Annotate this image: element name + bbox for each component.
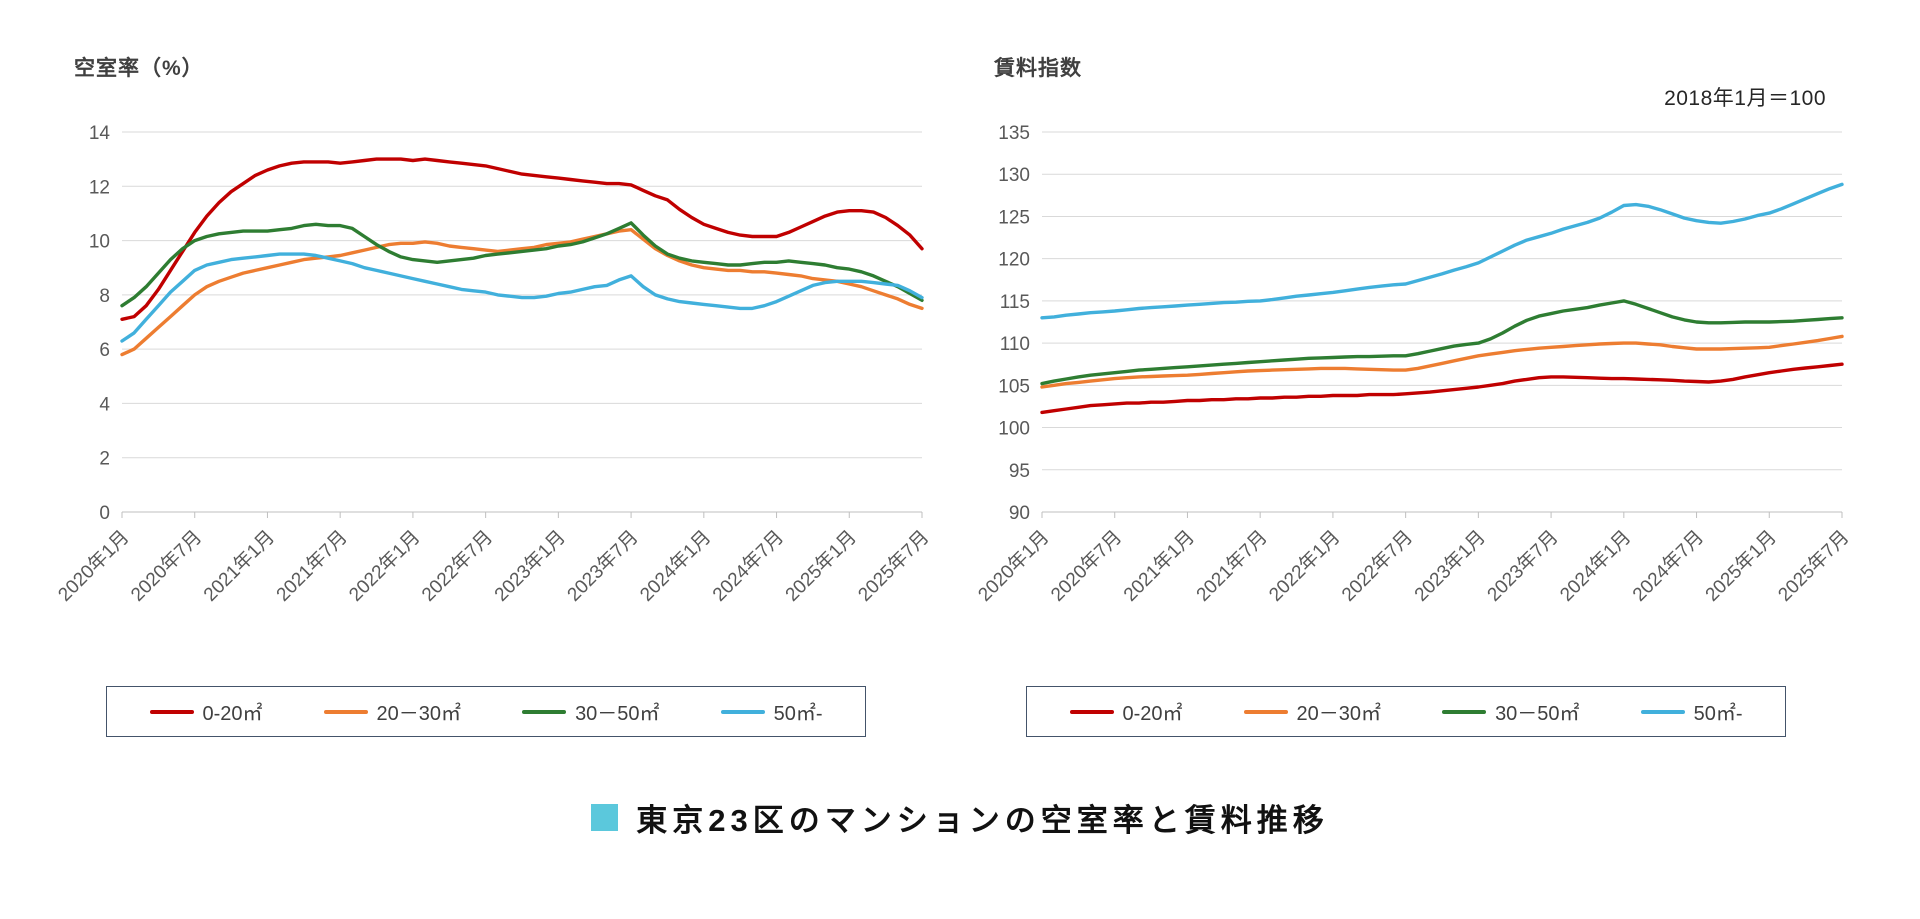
svg-text:105: 105 [998, 376, 1030, 397]
legend-label: 50㎡- [1693, 703, 1743, 725]
svg-text:2020年7月: 2020年7月 [1046, 526, 1126, 606]
svg-text:2021年7月: 2021年7月 [1192, 526, 1272, 606]
svg-text:2020年7月: 2020年7月 [126, 526, 206, 606]
svg-text:8: 8 [99, 286, 110, 307]
svg-text:2024年1月: 2024年1月 [636, 526, 716, 606]
svg-text:95: 95 [1009, 461, 1030, 482]
legend-label: 0-20㎡ [202, 703, 263, 725]
footer-title-row: 東京23区のマンションの空室率と賃料推移 [0, 795, 1920, 840]
vacancy-rate-panel: 空室率（%） 0 2 4 6 8 10 12 14 2020年1月 2020年7月 2021年1月 2… [54, 52, 940, 737]
series-line [120, 221, 924, 308]
legend-line-swatch [1243, 709, 1288, 714]
legend-label: 20－30㎡ [376, 703, 462, 725]
svg-text:2021年1月: 2021年1月 [1119, 526, 1199, 606]
legend-label: 30－50㎡ [575, 703, 660, 725]
legend-line-swatch [149, 709, 194, 714]
svg-text:2024年7月: 2024年7月 [708, 526, 788, 606]
legend-label: 30－50㎡ [1495, 703, 1580, 725]
legend-label: 20－30㎡ [1296, 703, 1382, 725]
svg-text:2025年7月: 2025年7月 [1774, 526, 1854, 606]
svg-text:2: 2 [99, 449, 110, 470]
svg-text:2025年1月: 2025年1月 [1701, 526, 1781, 606]
svg-text:14: 14 [89, 123, 111, 144]
svg-text:2022年7月: 2022年7月 [1337, 526, 1417, 606]
vacancy-chart-annotation [60, 82, 940, 116]
legend-item: 30－50㎡ [1442, 697, 1580, 726]
legend-line-swatch [1069, 709, 1114, 714]
vacancy-rate-line-chart: 024681012142020年1月2020年7月2021年1月2021年7月2… [54, 123, 934, 606]
svg-text:2023年7月: 2023年7月 [563, 526, 643, 606]
svg-text:125: 125 [998, 207, 1030, 228]
svg-text:2022年7月: 2022年7月 [417, 526, 497, 606]
svg-text:4: 4 [99, 394, 110, 415]
svg-text:2022年1月: 2022年1月 [1265, 526, 1345, 606]
svg-text:2021年7月: 2021年7月 [272, 526, 352, 606]
rent-index-line-chart: 90 95 100 105 110 115 120 125 130 135 2020年1月2020年… [974, 123, 1854, 606]
svg-text:12: 12 [89, 177, 110, 198]
legend-item: 20－30㎡ [1243, 697, 1382, 726]
svg-text:2020年1月: 2020年1月 [974, 526, 1054, 606]
page-title: 東京23区のマンションの空室率と賃料推移 [636, 803, 1329, 838]
rent-index-panel: 賃料指数 2018年1月＝100 90 95 100 105 110 115 120 125 1… [974, 52, 1860, 737]
series-line [120, 157, 924, 322]
svg-text:2023年1月: 2023年1月 [1410, 526, 1490, 606]
legend-item: 20－30㎡ [323, 697, 462, 726]
legend-line-swatch [720, 709, 765, 714]
rent-index-base-annotation: 2018年1月＝100 [1664, 87, 1826, 110]
vacancy-chart-legend: 0-20㎡ 20－30㎡ 30－50㎡ 50㎡- [106, 686, 866, 737]
legend-line-swatch [1640, 709, 1685, 714]
svg-text:115: 115 [1000, 292, 1030, 313]
legend-line-swatch [323, 709, 368, 714]
legend-label: 0-20㎡ [1122, 703, 1183, 725]
series-line [120, 227, 924, 357]
legend-item: 0-20㎡ [1069, 697, 1183, 726]
svg-text:90: 90 [1009, 503, 1030, 524]
charts-row: 空室率（%） 0 2 4 6 8 10 12 14 2020年1月 2020年7月 2021年1月 2… [54, 52, 1860, 737]
svg-text:10: 10 [89, 232, 110, 253]
svg-text:2023年1月: 2023年1月 [490, 526, 570, 606]
series-line [1040, 334, 1844, 389]
svg-text:135: 135 [998, 123, 1030, 144]
svg-text:2023年7月: 2023年7月 [1483, 526, 1563, 606]
legend-label: 50㎡- [773, 703, 823, 725]
vacancy-chart-title: 空室率（%） [74, 57, 204, 80]
svg-text:2022年1月: 2022年1月 [345, 526, 425, 606]
legend-line-swatch [522, 709, 567, 714]
legend-line-swatch [1442, 709, 1487, 714]
rent-index-chart-title: 賃料指数 [994, 57, 1082, 80]
svg-text:2021年1月: 2021年1月 [199, 526, 279, 606]
series-line [120, 252, 924, 343]
svg-text:2025年1月: 2025年1月 [781, 526, 861, 606]
legend-item: 50㎡- [1640, 697, 1743, 726]
legend-item: 30－50㎡ [522, 697, 660, 726]
svg-text:110: 110 [1000, 334, 1030, 355]
legend-item: 0-20㎡ [149, 697, 263, 726]
svg-text:100: 100 [998, 419, 1030, 440]
svg-text:2024年7月: 2024年7月 [1628, 526, 1708, 606]
series-line [1040, 299, 1844, 386]
svg-text:0: 0 [99, 503, 110, 524]
svg-text:2024年1月: 2024年1月 [1556, 526, 1636, 606]
svg-text:2020年1月: 2020年1月 [54, 526, 134, 606]
rent-index-chart-legend: 0-20㎡ 20－30㎡ 30－50㎡ 50㎡- [1026, 686, 1786, 737]
legend-item: 50㎡- [720, 697, 823, 726]
title-marker-square-icon [591, 804, 619, 831]
series-line [1040, 362, 1844, 415]
svg-text:130: 130 [998, 165, 1030, 186]
svg-text:2025年7月: 2025年7月 [854, 526, 934, 606]
series-line [1040, 182, 1844, 320]
svg-text:120: 120 [998, 250, 1030, 271]
svg-text:6: 6 [99, 340, 110, 361]
